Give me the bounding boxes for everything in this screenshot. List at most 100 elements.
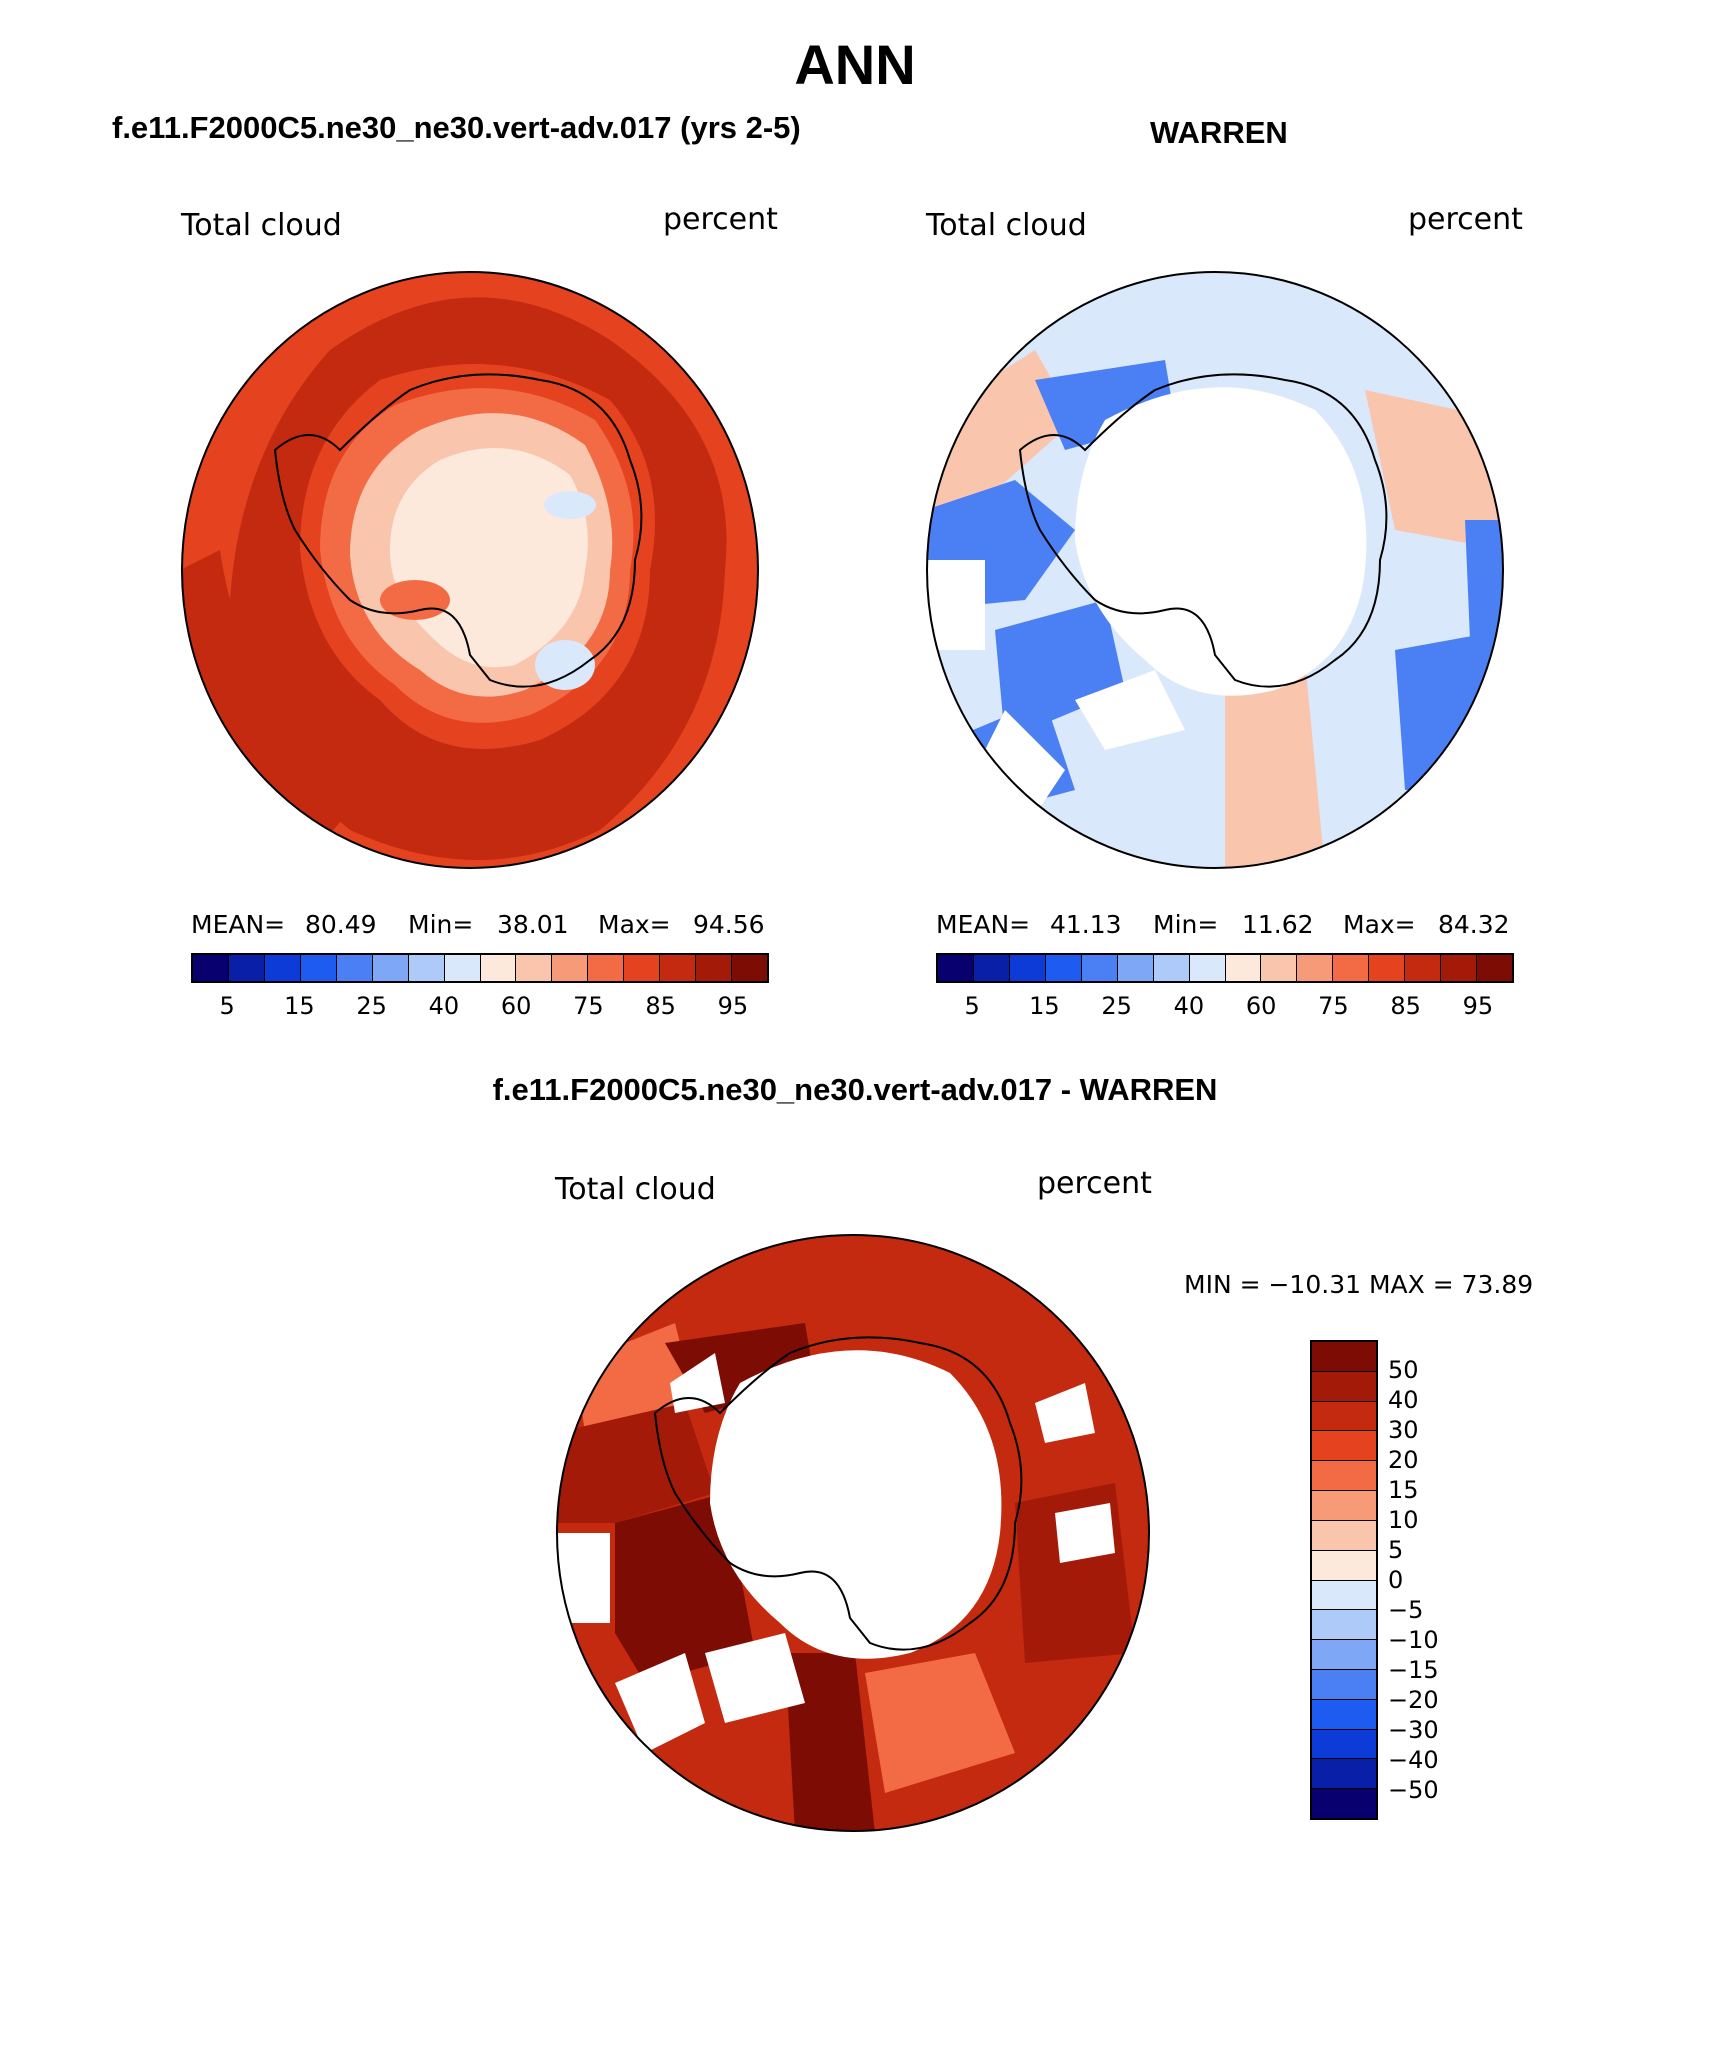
obs-polar-map <box>926 271 1504 869</box>
diff-colorbar-tick-label: −30 <box>1388 1716 1439 1744</box>
model-variable-label: Total cloud <box>181 208 342 243</box>
model-colorbar-swatch <box>264 955 301 981</box>
diff-colorbar-swatch <box>1312 1371 1376 1402</box>
diff-colorbar-tick-label: 15 <box>1388 1476 1419 1504</box>
model-min-value: 38.01 <box>497 910 569 939</box>
model-max-label: Max= <box>598 910 671 939</box>
model-colorbar-swatch <box>193 955 229 981</box>
obs-colorbar-swatch <box>1333 955 1370 981</box>
diff-minmax: MIN = −10.31 MAX = 73.89 <box>1184 1270 1534 1299</box>
diff-colorbar-swatch <box>1312 1401 1376 1432</box>
diff-field-missing-sw <box>615 1653 705 1753</box>
obs-colorbar-tick-label: 95 <box>1462 992 1494 1020</box>
obs-colorbar-labels: 5 15 25 40 60 75 85 95 <box>936 992 1514 1022</box>
obs-colorbar-swatch <box>1189 955 1226 981</box>
diff-polar-map <box>556 1234 1150 1832</box>
diff-colorbar-tick-label: 20 <box>1388 1446 1419 1474</box>
model-colorbar-tick-label: 95 <box>717 992 749 1020</box>
model-colorbar-swatch <box>372 955 409 981</box>
model-colorbar-tick-label: 60 <box>500 992 532 1020</box>
model-map-border <box>181 271 759 869</box>
obs-field-missing-ssw <box>975 710 1065 830</box>
diff-field-missing-continent <box>710 1350 1002 1659</box>
obs-colorbar-swatch <box>1477 955 1512 981</box>
diff-colorbar-tick-label: −10 <box>1388 1626 1439 1654</box>
model-colorbar-tick-label: 15 <box>284 992 315 1020</box>
obs-colorbar-swatch <box>1009 955 1046 981</box>
model-max-value: 94.56 <box>693 910 765 939</box>
model-colorbar <box>191 953 769 983</box>
diff-colorbar-swatch <box>1312 1431 1376 1462</box>
diff-colorbar-swatch <box>1312 1640 1376 1670</box>
obs-min-value: 11.62 <box>1242 910 1314 939</box>
obs-colorbar-tick-label: 5 <box>964 992 980 1020</box>
diff-colorbar-swatch <box>1312 1789 1376 1818</box>
diff-colorbar-tick-label: −20 <box>1388 1686 1439 1714</box>
diff-field-missing-w <box>557 1533 610 1623</box>
obs-colorbar-swatch <box>938 955 974 981</box>
obs-max-label: Max= <box>1343 910 1416 939</box>
obs-field-missing-w <box>927 560 985 650</box>
obs-colorbar-swatch <box>1045 955 1082 981</box>
diff-colorbar-labels: 50 40 30 20 15 10 5 0 −5 −10 −15 −20 −30 −40 −50 <box>1388 1340 1508 1820</box>
obs-panel-heading: WARREN <box>1150 115 1288 150</box>
diff-coastline <box>653 1336 1023 1651</box>
model-mean-label: MEAN= <box>191 910 286 939</box>
diff-colorbar-tick-label: 50 <box>1388 1356 1419 1384</box>
obs-field-blue-se <box>1395 630 1503 790</box>
obs-units-label: percent <box>1408 202 1523 237</box>
diff-colorbar-swatch <box>1312 1580 1376 1611</box>
obs-mean-value: 41.13 <box>1050 910 1122 939</box>
obs-colorbar-tick-label: 60 <box>1245 992 1277 1020</box>
obs-min-label: Min= <box>1153 910 1219 939</box>
diff-colorbar-swatch <box>1312 1610 1376 1641</box>
obs-colorbar-swatch <box>973 955 1010 981</box>
model-colorbar-swatch <box>588 955 625 981</box>
model-colorbar-swatch <box>552 955 589 981</box>
model-colorbar-labels: 5 15 25 40 60 75 85 95 <box>191 992 769 1022</box>
obs-colorbar-swatch <box>1153 955 1190 981</box>
obs-max-value: 84.32 <box>1438 910 1510 939</box>
model-colorbar-tick-label: 5 <box>219 992 235 1020</box>
diff-units-label: percent <box>1037 1166 1152 1201</box>
model-colorbar-swatch <box>696 955 733 981</box>
model-colorbar-swatch <box>444 955 481 981</box>
diff-colorbar <box>1310 1340 1378 1820</box>
obs-colorbar <box>936 953 1514 983</box>
model-polar-map <box>181 271 759 869</box>
model-colorbar-swatch <box>480 955 517 981</box>
diff-colorbar-tick-label: −15 <box>1388 1656 1439 1684</box>
diff-colorbar-tick-label: −5 <box>1388 1596 1424 1624</box>
obs-field-peach-nw <box>927 350 1075 520</box>
diff-panel-heading: f.e11.F2000C5.ne30_ne30.vert-adv.017 - W… <box>492 1072 1218 1107</box>
obs-field-missing-continent <box>1075 387 1367 696</box>
model-colorbar-swatch <box>300 955 337 981</box>
model-colorbar-swatch <box>336 955 373 981</box>
obs-colorbar-swatch <box>1225 955 1262 981</box>
diff-colorbar-swatch <box>1312 1342 1376 1372</box>
diff-colorbar-tick-label: 0 <box>1388 1566 1404 1594</box>
diff-field-darkest-s <box>785 1653 875 1831</box>
model-colorbar-tick-label: 40 <box>428 992 460 1020</box>
obs-colorbar-tick-label: 25 <box>1101 992 1132 1020</box>
diff-colorbar-swatch <box>1312 1669 1376 1700</box>
model-colorbar-tick-label: 25 <box>356 992 387 1020</box>
obs-colorbar-swatch <box>1441 955 1478 981</box>
diff-colorbar-swatch <box>1312 1461 1376 1492</box>
diff-colorbar-swatch <box>1312 1520 1376 1551</box>
model-units-label: percent <box>663 202 778 237</box>
model-field-high-patch <box>380 580 450 620</box>
diff-colorbar-tick-label: 30 <box>1388 1416 1419 1444</box>
obs-colorbar-swatch <box>1081 955 1118 981</box>
model-min-label: Min= <box>408 910 474 939</box>
diff-field-missing-ne <box>1035 1383 1095 1443</box>
obs-field-peach-s <box>1225 660 1325 868</box>
model-field-low-patch-2 <box>535 640 595 690</box>
model-colorbar-swatch <box>228 955 265 981</box>
obs-colorbar-swatch <box>1405 955 1442 981</box>
model-field-low-patch-1 <box>544 491 596 519</box>
obs-colorbar-swatch <box>1261 955 1298 981</box>
diff-colorbar-swatch <box>1312 1550 1376 1581</box>
model-mean-value: 80.49 <box>305 910 377 939</box>
obs-mean-label: MEAN= <box>936 910 1031 939</box>
